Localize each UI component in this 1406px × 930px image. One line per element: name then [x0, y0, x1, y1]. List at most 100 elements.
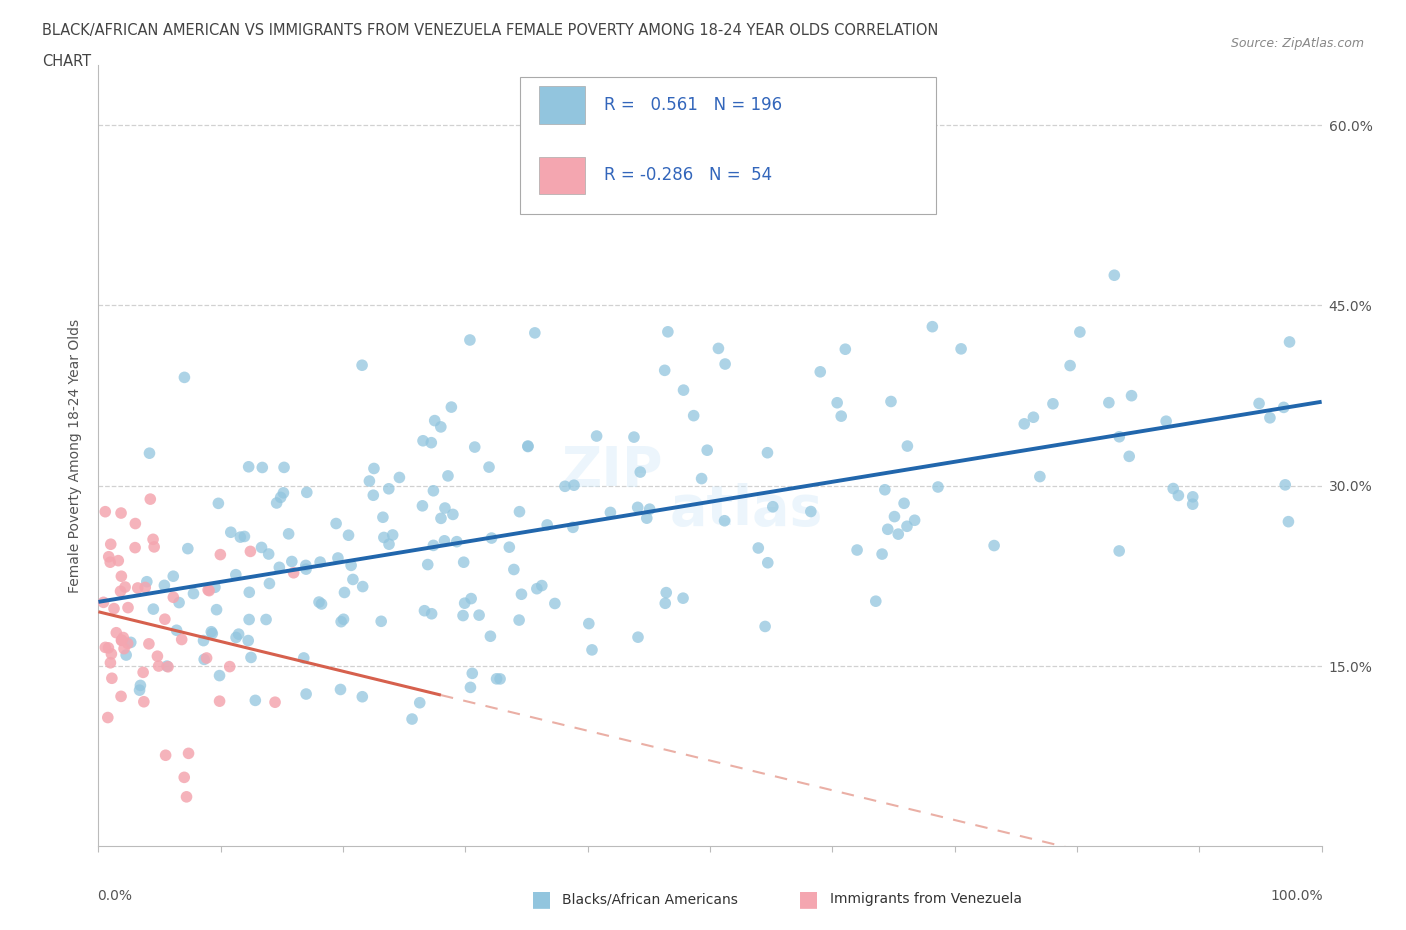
Point: [330, 614, 353, 629]
Text: ZIP: ZIP: [561, 445, 662, 498]
Point: [155, 748, 177, 763]
Point: [502, 562, 524, 577]
Point: [311, 596, 333, 611]
Point: [887, 526, 910, 541]
Point: [672, 591, 695, 605]
Point: [437, 469, 460, 484]
Point: [1274, 477, 1296, 492]
Point: [205, 603, 228, 618]
Point: [873, 483, 896, 498]
Point: [526, 581, 548, 596]
Text: ■: ■: [799, 889, 818, 910]
Point: [250, 540, 273, 555]
Point: [707, 341, 730, 356]
Point: [240, 650, 263, 665]
Point: [453, 555, 475, 570]
Point: [690, 472, 713, 486]
Point: [124, 540, 146, 555]
Text: 100.0%: 100.0%: [1270, 889, 1323, 903]
Point: [423, 413, 446, 428]
Point: [259, 576, 281, 591]
Point: [342, 572, 364, 587]
Point: [682, 408, 704, 423]
Point: [337, 528, 360, 543]
Point: [1118, 449, 1140, 464]
Point: [132, 665, 155, 680]
Point: [352, 579, 374, 594]
Text: R = -0.286   N =  54: R = -0.286 N = 54: [603, 166, 772, 184]
Point: [440, 400, 463, 415]
Point: [166, 623, 188, 638]
Point: [516, 439, 538, 454]
Point: [420, 606, 443, 621]
Point: [460, 680, 482, 695]
Point: [295, 686, 318, 701]
Point: [654, 596, 676, 611]
Point: [422, 538, 444, 552]
Point: [896, 519, 918, 534]
Point: [1104, 268, 1126, 283]
Point: [696, 443, 718, 458]
Point: [373, 530, 395, 545]
Point: [430, 511, 453, 525]
Point: [93, 595, 115, 610]
Point: [756, 445, 779, 460]
Point: [193, 633, 215, 648]
Point: [117, 600, 139, 615]
Point: [927, 480, 949, 495]
Point: [219, 525, 242, 539]
Point: [378, 537, 401, 551]
Point: [266, 496, 288, 511]
Point: [950, 341, 973, 356]
Point: [352, 689, 374, 704]
Point: [173, 370, 195, 385]
Point: [825, 395, 848, 410]
Text: Source: ZipAtlas.com: Source: ZipAtlas.com: [1230, 37, 1364, 50]
Point: [1167, 488, 1189, 503]
Point: [876, 522, 898, 537]
Point: [281, 554, 304, 569]
Point: [97, 641, 120, 656]
Point: [870, 547, 893, 562]
Point: [308, 594, 330, 609]
Point: [627, 500, 650, 515]
Point: [896, 439, 918, 454]
Point: [433, 534, 456, 549]
Point: [153, 612, 176, 627]
Text: BLACK/AFRICAN AMERICAN VS IMMIGRANTS FROM VENEZUELA FEMALE POVERTY AMONG 18-24 Y: BLACK/AFRICAN AMERICAN VS IMMIGRANTS FRO…: [42, 23, 939, 38]
Point: [508, 613, 530, 628]
Point: [1277, 514, 1299, 529]
Point: [252, 460, 274, 475]
Point: [197, 582, 219, 597]
Point: [142, 532, 165, 547]
Point: [762, 499, 785, 514]
Point: [107, 553, 129, 568]
Point: [1247, 396, 1270, 411]
Point: [1108, 430, 1130, 445]
Point: [195, 651, 218, 666]
Point: [238, 612, 260, 627]
Point: [326, 551, 349, 565]
Point: [148, 658, 170, 673]
Point: [1278, 335, 1301, 350]
Point: [98, 555, 121, 570]
Point: [1012, 417, 1035, 432]
Point: [120, 635, 142, 650]
Point: [468, 607, 491, 622]
Point: [138, 636, 160, 651]
Text: CHART: CHART: [42, 54, 91, 69]
Point: [200, 624, 222, 639]
Point: [1059, 358, 1081, 373]
Point: [657, 325, 679, 339]
Point: [865, 593, 887, 608]
Point: [628, 465, 651, 480]
Point: [138, 445, 160, 460]
Point: [422, 484, 444, 498]
Point: [578, 617, 600, 631]
Point: [325, 516, 347, 531]
Point: [713, 513, 735, 528]
Point: [544, 596, 567, 611]
Point: [233, 529, 256, 544]
Point: [309, 554, 332, 569]
Point: [207, 496, 229, 511]
